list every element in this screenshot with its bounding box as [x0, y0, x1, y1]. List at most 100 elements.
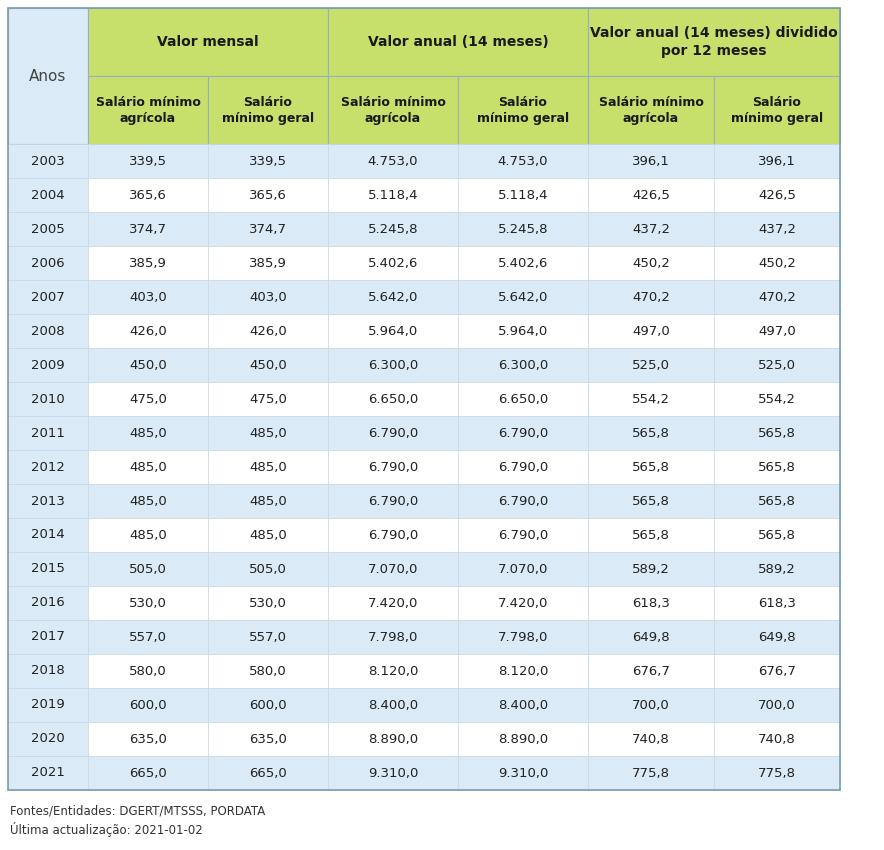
Bar — [208, 382, 328, 416]
Text: Salário
mínimo geral: Salário mínimo geral — [222, 95, 314, 124]
Bar — [458, 246, 588, 280]
Bar — [208, 620, 328, 654]
Text: 470,2: 470,2 — [632, 291, 670, 303]
Text: 6.300,0: 6.300,0 — [498, 359, 548, 371]
Bar — [328, 654, 458, 688]
Bar — [714, 280, 840, 314]
Text: 5.245,8: 5.245,8 — [498, 223, 548, 235]
Bar — [88, 416, 208, 450]
Text: 4.753,0: 4.753,0 — [498, 155, 548, 167]
Text: 5.118,4: 5.118,4 — [368, 189, 418, 201]
Bar — [208, 756, 328, 790]
Text: 2014: 2014 — [31, 529, 65, 541]
Bar — [8, 8, 88, 144]
Bar — [8, 484, 88, 518]
Bar — [714, 586, 840, 620]
Text: 6.790,0: 6.790,0 — [368, 529, 418, 541]
Text: 450,0: 450,0 — [129, 359, 167, 371]
Bar — [208, 654, 328, 688]
Text: 339,5: 339,5 — [129, 155, 167, 167]
Bar — [588, 348, 714, 382]
Text: 775,8: 775,8 — [632, 767, 670, 779]
Text: Salário
mínimo geral: Salário mínimo geral — [731, 95, 823, 124]
Bar — [458, 178, 588, 212]
Bar — [588, 280, 714, 314]
Text: 649,8: 649,8 — [758, 631, 796, 643]
Bar — [88, 450, 208, 484]
Text: 2017: 2017 — [31, 631, 65, 643]
Text: 740,8: 740,8 — [632, 733, 670, 745]
Bar — [8, 654, 88, 688]
Text: Salário mínimo
agrícola: Salário mínimo agrícola — [95, 95, 201, 124]
Bar — [458, 552, 588, 586]
Text: 7.420,0: 7.420,0 — [368, 597, 418, 609]
Bar — [588, 8, 840, 76]
Text: 2011: 2011 — [31, 427, 65, 439]
Bar — [208, 586, 328, 620]
Bar — [8, 178, 88, 212]
Bar — [8, 450, 88, 484]
Bar — [328, 620, 458, 654]
Text: 497,0: 497,0 — [758, 325, 796, 337]
Text: 2019: 2019 — [31, 699, 65, 711]
Text: 6.790,0: 6.790,0 — [498, 495, 548, 507]
Text: 2004: 2004 — [31, 189, 65, 201]
Bar — [714, 722, 840, 756]
Text: 365,6: 365,6 — [129, 189, 167, 201]
Bar — [328, 450, 458, 484]
Bar — [8, 688, 88, 722]
Bar — [88, 246, 208, 280]
Text: 485,0: 485,0 — [129, 529, 167, 541]
Bar — [88, 484, 208, 518]
Text: 485,0: 485,0 — [249, 461, 287, 473]
Text: 557,0: 557,0 — [249, 631, 287, 643]
Text: 6.650,0: 6.650,0 — [368, 393, 418, 405]
Text: 530,0: 530,0 — [249, 597, 287, 609]
Text: 557,0: 557,0 — [129, 631, 167, 643]
Text: 505,0: 505,0 — [249, 563, 287, 575]
Text: 485,0: 485,0 — [249, 427, 287, 439]
Text: 565,8: 565,8 — [632, 495, 670, 507]
Text: 450,2: 450,2 — [632, 257, 670, 269]
Text: 365,6: 365,6 — [249, 189, 287, 201]
Bar — [714, 552, 840, 586]
Bar — [88, 722, 208, 756]
Bar — [88, 654, 208, 688]
Bar — [458, 450, 588, 484]
Text: 5.642,0: 5.642,0 — [498, 291, 548, 303]
Text: 589,2: 589,2 — [632, 563, 670, 575]
Text: 2006: 2006 — [31, 257, 65, 269]
Bar — [208, 416, 328, 450]
Text: 618,3: 618,3 — [632, 597, 670, 609]
Text: 525,0: 525,0 — [632, 359, 670, 371]
Bar — [458, 212, 588, 246]
Text: 2018: 2018 — [31, 665, 65, 677]
Bar — [588, 484, 714, 518]
Bar — [714, 450, 840, 484]
Text: 700,0: 700,0 — [758, 699, 796, 711]
Text: 2010: 2010 — [31, 393, 65, 405]
Bar — [8, 518, 88, 552]
Bar — [588, 688, 714, 722]
Text: 2016: 2016 — [31, 597, 65, 609]
Text: 6.790,0: 6.790,0 — [498, 461, 548, 473]
Text: 580,0: 580,0 — [129, 665, 167, 677]
Text: 5.118,4: 5.118,4 — [498, 189, 548, 201]
Text: Salário mínimo
agrícola: Salário mínimo agrícola — [598, 95, 704, 124]
Text: 8.400,0: 8.400,0 — [498, 699, 548, 711]
Text: 396,1: 396,1 — [758, 155, 796, 167]
Bar — [208, 688, 328, 722]
Bar — [8, 756, 88, 790]
Bar — [208, 552, 328, 586]
Bar — [8, 416, 88, 450]
Bar — [88, 348, 208, 382]
Bar — [328, 552, 458, 586]
Bar — [208, 518, 328, 552]
Bar — [588, 586, 714, 620]
Text: 649,8: 649,8 — [632, 631, 670, 643]
Text: 2007: 2007 — [31, 291, 65, 303]
Text: 2012: 2012 — [31, 461, 65, 473]
Text: 5.402,6: 5.402,6 — [368, 257, 418, 269]
Bar — [8, 212, 88, 246]
Text: 554,2: 554,2 — [758, 393, 796, 405]
